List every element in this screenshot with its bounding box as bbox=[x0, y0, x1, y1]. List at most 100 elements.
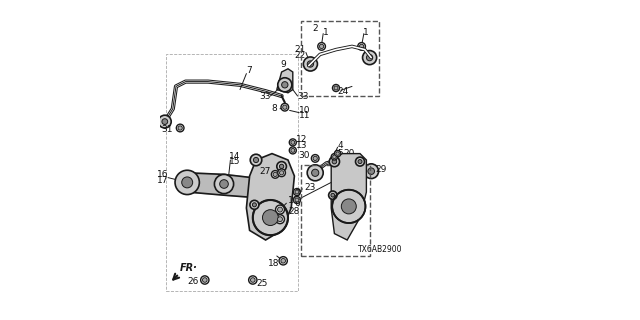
Circle shape bbox=[281, 259, 285, 263]
Text: 4: 4 bbox=[338, 141, 343, 150]
Text: 33: 33 bbox=[298, 92, 309, 100]
Circle shape bbox=[364, 164, 379, 179]
Circle shape bbox=[332, 159, 337, 164]
Text: 6: 6 bbox=[294, 199, 300, 208]
Circle shape bbox=[319, 44, 324, 49]
Circle shape bbox=[368, 168, 374, 174]
Circle shape bbox=[291, 148, 295, 152]
Circle shape bbox=[275, 205, 285, 214]
Circle shape bbox=[289, 147, 296, 154]
Text: 29: 29 bbox=[375, 165, 387, 174]
Circle shape bbox=[250, 278, 255, 282]
Polygon shape bbox=[187, 173, 282, 198]
Text: 30: 30 bbox=[298, 151, 310, 160]
Circle shape bbox=[358, 43, 365, 50]
Circle shape bbox=[360, 44, 364, 49]
Text: 25: 25 bbox=[256, 279, 268, 288]
Circle shape bbox=[280, 171, 284, 175]
Text: 3: 3 bbox=[294, 189, 300, 198]
Text: 20: 20 bbox=[343, 149, 355, 158]
Bar bbox=[301, 165, 370, 256]
Circle shape bbox=[332, 190, 365, 223]
Circle shape bbox=[329, 156, 339, 167]
Text: 18: 18 bbox=[268, 260, 279, 268]
Polygon shape bbox=[246, 154, 294, 240]
Text: 1: 1 bbox=[323, 28, 329, 36]
Circle shape bbox=[334, 86, 338, 90]
Circle shape bbox=[291, 140, 295, 144]
Circle shape bbox=[280, 164, 284, 169]
Text: 1: 1 bbox=[362, 28, 368, 36]
Circle shape bbox=[253, 200, 288, 235]
Circle shape bbox=[175, 170, 200, 195]
Circle shape bbox=[312, 169, 319, 176]
Circle shape bbox=[294, 188, 301, 196]
Text: FR·: FR· bbox=[180, 263, 198, 273]
Circle shape bbox=[279, 257, 287, 265]
Circle shape bbox=[262, 210, 278, 226]
Circle shape bbox=[202, 278, 207, 282]
Circle shape bbox=[356, 157, 365, 166]
Text: 21: 21 bbox=[294, 45, 306, 54]
Circle shape bbox=[362, 51, 377, 65]
Circle shape bbox=[313, 156, 317, 161]
Circle shape bbox=[250, 200, 259, 209]
Circle shape bbox=[278, 207, 282, 212]
Text: 8: 8 bbox=[271, 104, 277, 113]
Circle shape bbox=[282, 82, 288, 88]
Text: 7: 7 bbox=[246, 66, 252, 75]
Circle shape bbox=[273, 172, 277, 177]
Text: 23: 23 bbox=[304, 183, 316, 192]
Circle shape bbox=[367, 54, 372, 61]
Circle shape bbox=[312, 155, 319, 162]
Text: 9: 9 bbox=[280, 60, 286, 68]
Circle shape bbox=[318, 43, 326, 50]
Circle shape bbox=[278, 78, 292, 92]
Circle shape bbox=[335, 150, 341, 157]
Text: 22: 22 bbox=[294, 51, 306, 60]
Circle shape bbox=[329, 191, 337, 199]
Circle shape bbox=[303, 57, 317, 71]
Circle shape bbox=[358, 160, 362, 164]
Text: 28: 28 bbox=[288, 207, 300, 216]
Text: 15: 15 bbox=[229, 157, 240, 166]
Polygon shape bbox=[332, 154, 366, 240]
Circle shape bbox=[283, 105, 287, 109]
Circle shape bbox=[275, 215, 285, 224]
Circle shape bbox=[331, 193, 335, 197]
Circle shape bbox=[294, 196, 301, 204]
Circle shape bbox=[271, 171, 279, 178]
Circle shape bbox=[201, 276, 209, 284]
Text: 10: 10 bbox=[300, 106, 310, 115]
Circle shape bbox=[281, 103, 289, 111]
Circle shape bbox=[289, 139, 296, 146]
Circle shape bbox=[162, 119, 168, 124]
Text: 16: 16 bbox=[157, 170, 168, 179]
Text: 26: 26 bbox=[187, 277, 198, 286]
Circle shape bbox=[249, 276, 257, 284]
Text: 19: 19 bbox=[288, 196, 300, 204]
Text: 5: 5 bbox=[338, 149, 343, 158]
Text: 2: 2 bbox=[312, 24, 317, 33]
Circle shape bbox=[336, 152, 339, 156]
Circle shape bbox=[333, 155, 336, 159]
Circle shape bbox=[278, 217, 282, 222]
Circle shape bbox=[178, 126, 182, 130]
Circle shape bbox=[277, 162, 287, 171]
Bar bbox=[166, 54, 298, 291]
Circle shape bbox=[307, 165, 323, 181]
Text: 27: 27 bbox=[259, 167, 270, 176]
Text: 33: 33 bbox=[259, 92, 270, 100]
Circle shape bbox=[252, 203, 257, 207]
Polygon shape bbox=[277, 69, 292, 93]
Circle shape bbox=[182, 177, 193, 188]
Circle shape bbox=[295, 190, 299, 194]
Circle shape bbox=[332, 154, 338, 160]
Bar bbox=[301, 21, 380, 96]
Circle shape bbox=[307, 61, 314, 67]
Text: 14: 14 bbox=[229, 152, 240, 161]
Circle shape bbox=[177, 124, 184, 132]
Circle shape bbox=[214, 174, 234, 194]
Text: 24: 24 bbox=[338, 87, 349, 96]
Circle shape bbox=[295, 198, 299, 202]
